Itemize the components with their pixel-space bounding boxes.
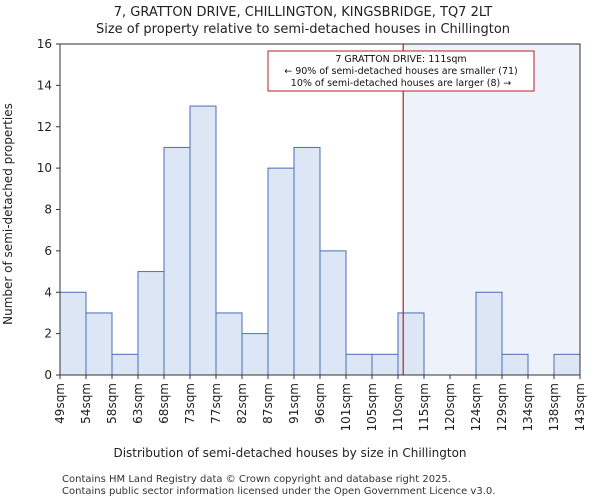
x-tick-label: 63sqm (131, 383, 145, 424)
annotation-line-1: 7 GRATTON DRIVE: 111sqm (335, 54, 466, 65)
y-tick-label: 14 (37, 78, 52, 92)
bar-54sqm (85, 312, 113, 376)
bar-101sqm (345, 353, 373, 376)
bar-124sqm (475, 291, 503, 376)
x-tick-label: 129sqm (495, 383, 509, 431)
x-tick-label: 101sqm (339, 383, 353, 431)
y-tick-label: 16 (37, 37, 52, 51)
x-tick-label: 105sqm (365, 383, 379, 431)
footer-line-1: Contains HM Land Registry data © Crown c… (62, 474, 451, 485)
bar-87sqm (267, 167, 295, 376)
y-tick-label: 0 (44, 368, 52, 382)
bar-138sqm (553, 353, 581, 376)
bar-58sqm (111, 353, 139, 376)
x-tick-label: 110sqm (391, 383, 405, 431)
x-tick-label: 58sqm (105, 383, 119, 424)
bar-68sqm (163, 146, 191, 376)
bar-96sqm (319, 250, 347, 376)
chart-title: 7, GRATTON DRIVE, CHILLINGTON, KINGSBRID… (114, 5, 493, 20)
x-tick-label: 82sqm (235, 383, 249, 424)
bar-129sqm (501, 353, 529, 376)
x-tick-label: 115sqm (417, 383, 431, 431)
y-tick-label: 4 (44, 285, 52, 299)
bar-49sqm (59, 291, 87, 376)
x-tick-label: 124sqm (469, 383, 483, 431)
x-tick-label: 138sqm (547, 383, 561, 431)
x-tick-label: 96sqm (313, 383, 327, 424)
annotation-box (267, 50, 535, 92)
bar-110sqm (397, 312, 425, 376)
chart-subtitle: Size of property relative to semi-detach… (96, 22, 510, 37)
y-axis-label: Number of semi-detached properties (1, 103, 15, 325)
y-tick-label: 2 (44, 327, 52, 341)
property-annotation: 7 GRATTON DRIVE: 111sqm ← 90% of semi-de… (267, 50, 535, 92)
x-tick-label: 77sqm (209, 383, 223, 424)
x-tick-label: 87sqm (261, 383, 275, 424)
footer-line-2: Contains public sector information licen… (62, 486, 495, 497)
x-tick-label: 134sqm (521, 383, 535, 431)
y-tick-label: 12 (37, 120, 52, 134)
y-tick-label: 8 (44, 203, 52, 217)
y-tick-label: 10 (37, 161, 52, 175)
bar-82sqm (241, 333, 269, 376)
x-tick-label: 68sqm (157, 383, 171, 424)
y-tick-label: 6 (44, 244, 52, 258)
x-tick-label: 143sqm (573, 383, 587, 431)
annotation-line-2: ← 90% of semi-detached houses are smalle… (284, 66, 518, 77)
bar-91sqm (293, 146, 321, 376)
bar-63sqm (137, 271, 165, 376)
x-tick-label: 73sqm (183, 383, 197, 424)
annotation-line-3: 10% of semi-detached houses are larger (… (291, 78, 511, 89)
bar-77sqm (215, 312, 243, 376)
x-tick-label: 49sqm (53, 383, 67, 424)
x-tick-label: 120sqm (443, 383, 457, 431)
x-tick-label: 91sqm (287, 383, 301, 424)
bar-73sqm (189, 105, 217, 376)
bar-105sqm (371, 353, 399, 376)
x-axis-label: Distribution of semi-detached houses by … (113, 446, 466, 460)
x-tick-label: 54sqm (79, 383, 93, 424)
